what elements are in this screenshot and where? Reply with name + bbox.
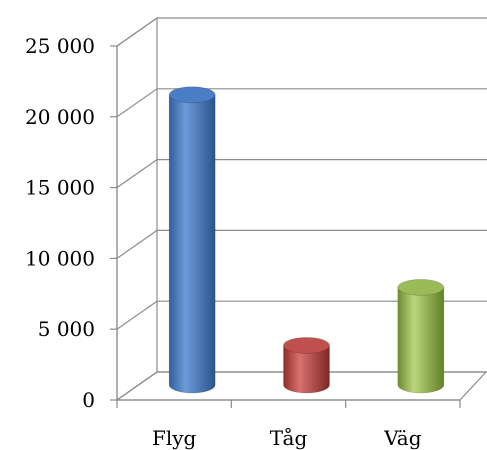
- bar-väg: [397, 278, 445, 394]
- bar-body: [397, 286, 445, 394]
- bar-top: [397, 278, 445, 296]
- gridline-5: [116, 17, 487, 47]
- y-tick-label: 25 000: [25, 34, 95, 58]
- y-tick-label: 5 000: [38, 317, 95, 341]
- y-axis-tick-labels: 0 5 000 10 000 15 000 20 000 25 000: [25, 34, 95, 412]
- gridlines: [116, 17, 487, 401]
- y-tick-label: 20 000: [25, 105, 95, 129]
- gridline-3: [116, 159, 487, 189]
- side-wall: [116, 16, 158, 402]
- x-axis-tick-labels: Flyg Tåg Väg: [152, 426, 422, 450]
- x-tick-label: Flyg: [152, 426, 197, 450]
- x-tick-label: Tåg: [270, 426, 308, 450]
- gridline-4: [116, 88, 487, 118]
- bar-body: [168, 94, 216, 394]
- bar-top: [283, 337, 330, 354]
- x-tick-label: Väg: [383, 426, 422, 450]
- y-tick-label: 10 000: [25, 246, 95, 270]
- gridline-2: [116, 229, 487, 259]
- bars: [168, 86, 445, 394]
- bar-tåg: [283, 337, 330, 394]
- bar-body: [283, 345, 330, 394]
- bar-flyg: [168, 86, 216, 394]
- gridline-0: [116, 371, 487, 401]
- gridline-1: [116, 300, 487, 330]
- axes: [110, 45, 461, 408]
- bar-top: [168, 86, 216, 104]
- y-tick-label: 15 000: [25, 176, 95, 200]
- y-tick-label: 0: [82, 388, 95, 412]
